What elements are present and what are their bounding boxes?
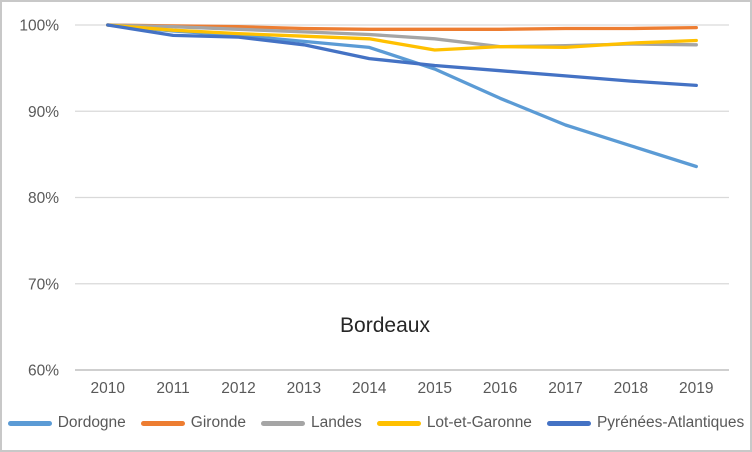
legend: Dordogne Gironde Landes Lot-et-Garonne Pyrén… — [2, 414, 750, 432]
y-axis-tick-label: 80% — [28, 190, 59, 207]
legend-item-lot-et-garonne: Lot-et-Garonne — [376, 414, 532, 432]
x-axis-tick-label: 2014 — [352, 380, 387, 397]
x-axis-tick-label: 2010 — [90, 380, 125, 397]
x-axis-tick-label: 2012 — [221, 380, 255, 397]
legend-line-marker-icon — [140, 420, 185, 426]
y-axis-tick-label: 60% — [28, 363, 59, 380]
legend-item-dordogne: Dordogne — [7, 414, 126, 432]
legend-line-marker-icon — [376, 420, 421, 426]
legend-item-pyrenees-atlantiques: Pyrénées-Atlantiques — [546, 414, 745, 432]
x-axis-tick-label: 2015 — [417, 380, 451, 397]
y-axis-tick-label: 90% — [28, 104, 59, 121]
x-axis-tick-label: 2013 — [287, 380, 321, 397]
legend-label: Dordogne — [57, 414, 126, 431]
legend-line-marker-icon — [546, 420, 591, 426]
series-line-gironde — [106, 23, 698, 31]
series-line-pyrenees-atlantiques — [106, 23, 698, 88]
x-axis-tick-label: 2019 — [679, 380, 713, 397]
legend-label: Lot-et-Garonne — [426, 414, 532, 431]
legend-label: Pyrénées-Atlantiques — [596, 414, 745, 431]
x-axis-tick-label: 2017 — [548, 380, 582, 397]
legend-item-gironde: Gironde — [140, 414, 246, 432]
legend-label: Gironde — [190, 414, 246, 431]
x-axis-tick-label: 2018 — [614, 380, 648, 397]
y-axis-tick-label: 70% — [28, 276, 59, 293]
legend-line-marker-icon — [260, 420, 305, 426]
legend-item-landes: Landes — [260, 414, 362, 432]
x-axis-tick-label: 2016 — [483, 380, 517, 397]
x-axis-tick-label: 2011 — [156, 380, 189, 397]
series-line-lot-et-garonne — [106, 23, 698, 52]
legend-line-marker-icon — [7, 420, 52, 426]
chart-title: Bordeaux — [340, 314, 430, 337]
y-axis-tick-label: 100% — [19, 18, 59, 35]
legend-label: Landes — [310, 414, 362, 431]
